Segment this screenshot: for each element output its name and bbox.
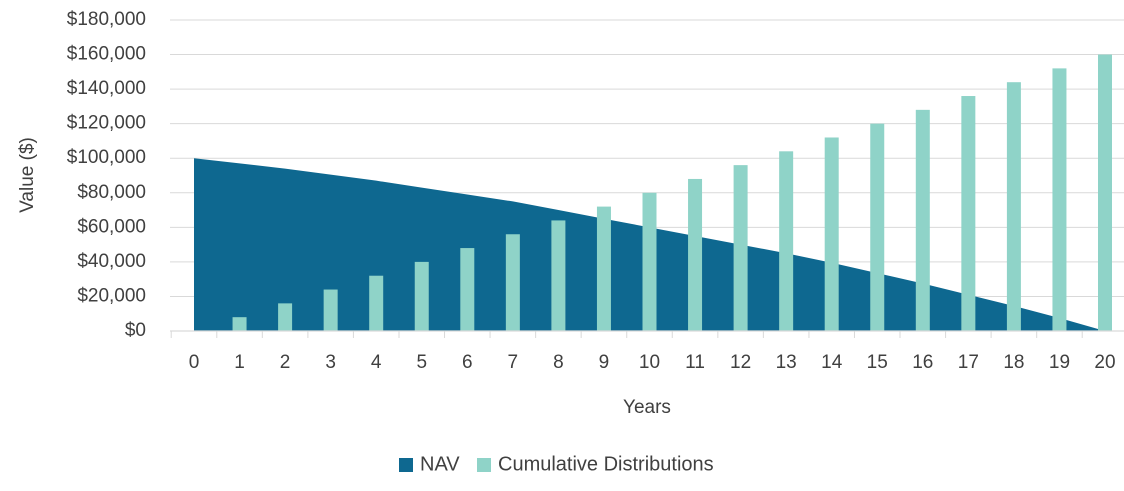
x-tick-label: 11 (685, 352, 705, 373)
y-tick-label: $100,000 (67, 147, 146, 168)
distribution-bar (961, 96, 976, 332)
distribution-bar (642, 192, 657, 331)
x-tick-label: 18 (1003, 352, 1024, 373)
x-tick-label: 6 (462, 352, 473, 373)
x-axis (170, 330, 1124, 338)
distribution-bar (278, 303, 293, 331)
y-axis-title: Value ($) (17, 137, 38, 213)
y-tick-label: $40,000 (77, 251, 146, 272)
legend: NAV Cumulative Distributions (399, 453, 714, 475)
y-tick-label: $0 (125, 320, 146, 341)
distribution-bar (460, 248, 475, 331)
y-tick-label: $140,000 (67, 78, 146, 99)
distribution-bar (870, 123, 885, 332)
distribution-bar (779, 151, 794, 331)
x-tick-label: 3 (325, 352, 336, 373)
x-tick-label: 7 (508, 352, 519, 373)
x-tick-label: 16 (912, 352, 933, 373)
distribution-bar (414, 261, 429, 331)
y-tick-label: $80,000 (77, 182, 146, 203)
x-axis-tick-labels: 0 1 2 3 4 5 6 7 8 9 10 11 12 13 14 15 16 17 18 19 20 (189, 352, 1116, 373)
x-tick-label: 15 (867, 352, 888, 373)
y-tick-label: $60,000 (77, 216, 146, 237)
distribution-bar (915, 109, 930, 331)
x-tick-label: 9 (599, 352, 610, 373)
distribution-bar (1006, 82, 1021, 331)
distribution-bar (824, 137, 839, 331)
distribution-bar (505, 234, 520, 331)
distribution-bar (232, 317, 247, 331)
x-tick-label: 4 (371, 352, 382, 373)
distribution-bar (369, 275, 384, 331)
distribution-bar (1052, 68, 1067, 331)
legend-swatch (477, 458, 491, 472)
y-axis-tick-labels: $0 $20,000 $40,000 $60,000 $80,000 $100,000 $1… (67, 9, 146, 341)
distribution-bars-layer (232, 54, 1112, 332)
legend-swatch (399, 458, 413, 472)
distribution-bar (688, 178, 703, 331)
distribution-bar (596, 206, 611, 331)
y-tick-label: $180,000 (67, 9, 146, 30)
x-tick-label: 17 (958, 352, 979, 373)
legend-label: NAV (420, 453, 460, 475)
distribution-bar (733, 165, 748, 331)
x-axis-title: Years (623, 397, 671, 418)
legend-label: Cumulative Distributions (498, 453, 714, 475)
x-tick-label: 10 (639, 352, 660, 373)
x-tick-label: 12 (730, 352, 751, 373)
y-tick-label: $20,000 (77, 285, 146, 306)
x-tick-label: 0 (189, 352, 200, 373)
x-tick-label: 19 (1049, 352, 1070, 373)
distribution-bar (323, 289, 338, 331)
y-tick-label: $120,000 (67, 113, 146, 134)
x-tick-label: 1 (234, 352, 245, 373)
distribution-bar (1098, 54, 1112, 332)
x-tick-label: 20 (1094, 352, 1115, 373)
x-tick-label: 5 (416, 352, 427, 373)
x-tick-label: 8 (553, 352, 564, 373)
x-tick-label: 13 (776, 352, 797, 373)
x-tick-label: 14 (821, 352, 843, 373)
y-tick-label: $160,000 (67, 44, 146, 65)
x-tick-label: 2 (280, 352, 291, 373)
distribution-bar (551, 220, 566, 331)
